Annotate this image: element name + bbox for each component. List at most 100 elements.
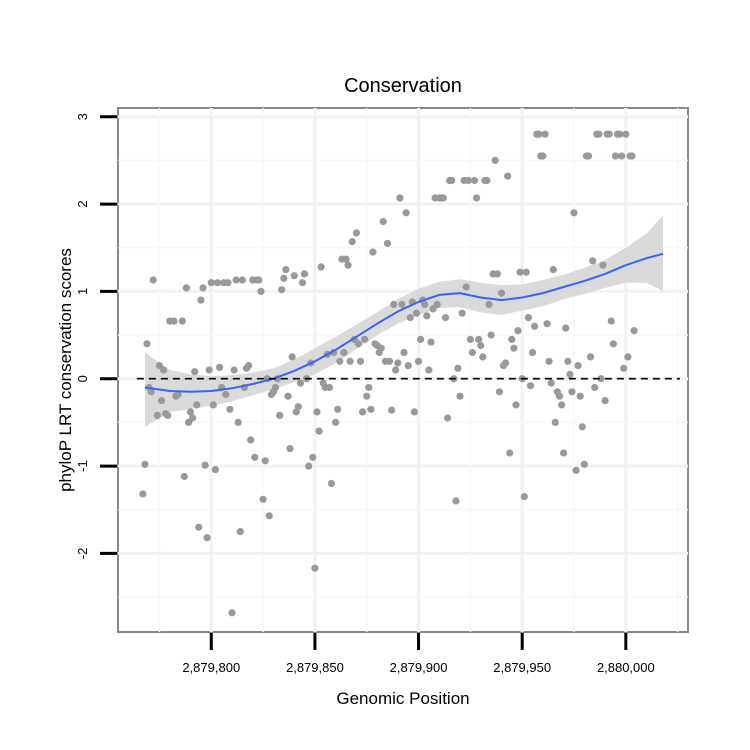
data-point [497, 289, 506, 297]
data-point [278, 286, 286, 294]
data-point [410, 408, 418, 416]
data-point [385, 357, 394, 365]
data-point [587, 353, 595, 361]
data-point [305, 462, 313, 470]
data-point [406, 314, 414, 322]
data-point [251, 453, 259, 461]
data-point [574, 362, 582, 370]
data-point [601, 397, 609, 405]
data-point [141, 460, 149, 468]
data-point [300, 270, 309, 278]
data-point [427, 338, 435, 346]
data-point [189, 414, 197, 422]
data-point [597, 375, 605, 383]
data-point [209, 401, 217, 409]
data-point [506, 449, 514, 457]
data-point [284, 392, 292, 400]
data-point [522, 268, 530, 276]
data-point [356, 357, 365, 365]
data-point [508, 335, 516, 343]
data-point [336, 357, 344, 365]
data-point [599, 261, 607, 269]
data-point [147, 388, 155, 396]
data-point [495, 388, 503, 396]
data-point [414, 357, 423, 365]
data-point [379, 217, 387, 226]
data-point [377, 344, 385, 352]
data-point [607, 317, 615, 325]
data-point [576, 392, 584, 400]
data-point [205, 366, 213, 374]
data-point [359, 408, 367, 416]
data-point [394, 359, 402, 367]
data-point [199, 284, 207, 292]
data-point [444, 414, 452, 422]
data-point [164, 411, 172, 419]
data-point [139, 490, 147, 498]
data-point [234, 418, 242, 426]
data-point [468, 348, 476, 357]
data-point [265, 512, 273, 520]
data-point [555, 392, 564, 400]
x-tick-label: 2,879,800 [182, 660, 240, 675]
data-point [545, 357, 553, 365]
data-point [195, 523, 203, 531]
data-point [315, 427, 323, 435]
data-point [611, 152, 620, 160]
data-point [255, 276, 263, 284]
data-point [609, 340, 618, 348]
data-point [541, 130, 549, 138]
x-tick-label: 2,879,850 [286, 660, 344, 675]
data-point [325, 383, 333, 392]
data-point [423, 312, 431, 320]
data-point [383, 239, 392, 247]
data-point [441, 314, 450, 322]
data-point [280, 274, 288, 282]
data-point [170, 317, 178, 325]
data-point [201, 461, 209, 469]
plot-panel [117, 107, 689, 633]
data-point [261, 457, 269, 465]
data-point [448, 176, 456, 185]
y-tick-label: -2 [75, 548, 90, 560]
data-point [547, 379, 555, 387]
data-point [458, 309, 466, 317]
data-point [595, 130, 603, 138]
x-axis: 2,879,800 2,879,850 2,879,900 2,879,950 2,88… [182, 633, 655, 675]
data-point [493, 270, 501, 278]
data-point [564, 357, 572, 365]
data-point [514, 327, 522, 335]
data-point [439, 194, 447, 202]
data-point [580, 460, 589, 468]
y-axis: -2 -1 0 1 2 3 [75, 113, 117, 559]
data-point [245, 362, 253, 370]
data-point [211, 466, 219, 474]
data-point [288, 353, 296, 361]
y-tick-label: 0 [75, 375, 90, 382]
data-point [560, 449, 568, 457]
data-point [143, 340, 151, 348]
data-point [197, 296, 205, 304]
data-point [369, 248, 377, 256]
data-point [216, 363, 224, 371]
data-point [282, 266, 290, 274]
data-point [396, 194, 404, 202]
data-point [528, 348, 537, 357]
data-point [363, 392, 371, 400]
data-point [298, 279, 307, 287]
data-point [558, 401, 566, 409]
data-point [616, 130, 624, 138]
data-point [290, 272, 298, 280]
y-tick-label: 2 [75, 200, 90, 207]
x-tick-label: 2,879,900 [390, 660, 448, 675]
grid [118, 108, 688, 632]
plot-border [117, 107, 689, 633]
data-point [367, 405, 375, 413]
data-point [535, 130, 543, 138]
x-tick-label: 2,880,000 [597, 660, 655, 675]
chart-title: Conservation [344, 75, 462, 97]
data-point [578, 423, 586, 431]
data-point [510, 344, 518, 352]
data-point [539, 152, 547, 160]
data-point [259, 495, 267, 503]
